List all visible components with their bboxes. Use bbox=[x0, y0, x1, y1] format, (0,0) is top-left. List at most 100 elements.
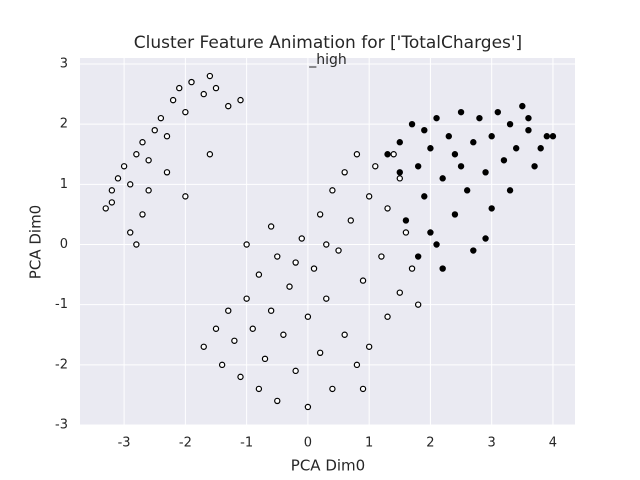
point bbox=[151, 126, 158, 134]
point bbox=[139, 139, 146, 146]
x-axis-label: PCA Dim0 bbox=[291, 457, 365, 475]
x-tick-label: -1 bbox=[240, 436, 253, 451]
point bbox=[408, 120, 416, 128]
point bbox=[200, 343, 207, 350]
point bbox=[402, 217, 410, 224]
point bbox=[298, 235, 305, 242]
point bbox=[537, 145, 544, 152]
point bbox=[237, 96, 244, 104]
point bbox=[341, 331, 348, 338]
y-tick-label: -2 bbox=[55, 357, 68, 372]
x-tick-label: 1 bbox=[365, 436, 373, 451]
point bbox=[451, 211, 459, 218]
point bbox=[525, 126, 532, 134]
point bbox=[102, 205, 109, 212]
point bbox=[200, 90, 207, 98]
point bbox=[402, 229, 410, 236]
point bbox=[133, 151, 140, 158]
point bbox=[182, 193, 189, 200]
y-tick-label: -1 bbox=[55, 297, 68, 312]
point bbox=[274, 253, 281, 260]
point bbox=[127, 229, 134, 236]
point bbox=[267, 307, 275, 314]
point bbox=[163, 169, 171, 176]
point bbox=[133, 241, 140, 248]
point bbox=[212, 325, 220, 332]
point bbox=[372, 163, 379, 170]
x-tick-label: 3 bbox=[488, 436, 496, 451]
point bbox=[108, 199, 116, 206]
point bbox=[470, 139, 477, 146]
point bbox=[439, 175, 446, 182]
point bbox=[280, 331, 287, 338]
y-tick-label: 2 bbox=[60, 117, 68, 132]
point bbox=[414, 301, 422, 308]
y-tick-label: -3 bbox=[55, 418, 68, 433]
point bbox=[396, 289, 403, 296]
point bbox=[267, 223, 275, 230]
x-tick-label: 2 bbox=[426, 436, 434, 451]
x-tick-label: 4 bbox=[549, 436, 557, 451]
point bbox=[212, 84, 220, 92]
point bbox=[286, 283, 293, 290]
point bbox=[512, 145, 520, 152]
point bbox=[384, 313, 391, 320]
point bbox=[451, 151, 459, 158]
point bbox=[365, 343, 373, 350]
point bbox=[218, 361, 226, 369]
point bbox=[163, 133, 171, 140]
point bbox=[396, 139, 403, 146]
chart-subtitle: _high bbox=[308, 52, 347, 68]
point bbox=[225, 307, 232, 314]
point bbox=[274, 397, 281, 405]
point bbox=[114, 175, 122, 182]
point bbox=[384, 151, 391, 158]
point bbox=[323, 241, 330, 248]
point bbox=[243, 241, 250, 248]
point bbox=[433, 114, 440, 122]
point bbox=[421, 126, 428, 134]
point bbox=[249, 325, 256, 332]
point bbox=[390, 151, 397, 158]
point bbox=[433, 241, 440, 248]
point bbox=[494, 108, 502, 116]
point bbox=[482, 169, 489, 176]
point bbox=[231, 337, 238, 344]
point bbox=[488, 205, 495, 212]
point bbox=[525, 114, 532, 122]
point bbox=[378, 253, 385, 260]
point bbox=[353, 151, 361, 158]
point bbox=[427, 145, 434, 152]
point bbox=[470, 247, 477, 254]
point bbox=[206, 72, 214, 80]
point bbox=[157, 114, 165, 122]
point bbox=[108, 187, 116, 194]
point bbox=[304, 313, 312, 320]
point bbox=[488, 133, 495, 140]
point bbox=[365, 193, 373, 200]
point bbox=[353, 361, 361, 369]
point bbox=[169, 96, 177, 104]
point bbox=[347, 217, 354, 224]
x-tick-label: 0 bbox=[304, 436, 312, 451]
point bbox=[261, 355, 269, 363]
chart-title: Cluster Feature Animation for ['TotalCha… bbox=[134, 33, 522, 53]
point bbox=[206, 151, 214, 158]
point bbox=[139, 211, 146, 218]
point bbox=[482, 235, 489, 242]
point bbox=[176, 84, 183, 92]
point bbox=[396, 169, 403, 176]
point bbox=[182, 108, 189, 116]
point bbox=[292, 367, 299, 375]
point bbox=[421, 193, 428, 200]
y-axis-label: PCA Dim0 bbox=[27, 205, 45, 279]
point bbox=[304, 403, 312, 411]
point bbox=[457, 108, 465, 116]
point bbox=[225, 102, 232, 110]
point bbox=[145, 157, 152, 164]
y-tick-label: 1 bbox=[60, 177, 68, 192]
point bbox=[408, 265, 416, 272]
y-tick-label: 3 bbox=[60, 57, 68, 72]
point bbox=[476, 114, 483, 122]
